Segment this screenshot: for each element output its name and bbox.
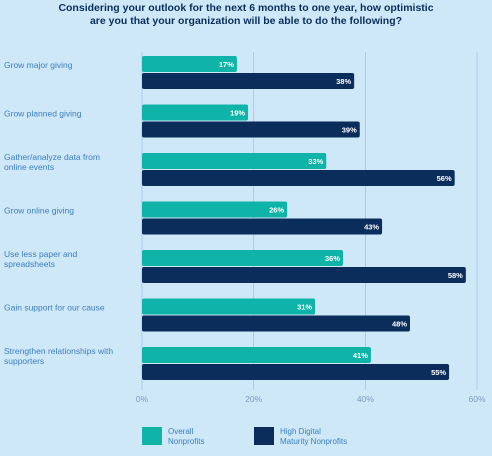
x-tick-label-0: 0% bbox=[136, 394, 149, 404]
legend-swatch-high bbox=[254, 427, 274, 445]
bar-high-2 bbox=[142, 170, 455, 186]
category-label-2-line1: Gather/analyze data from bbox=[4, 152, 100, 162]
legend-item-overall: Overall Nonprofits bbox=[142, 427, 278, 447]
bar-label-high-1: 39% bbox=[342, 125, 357, 134]
legend-label-overall: Overall Nonprofits bbox=[168, 427, 278, 447]
legend: Overall Nonprofits High Digital Maturity… bbox=[0, 427, 492, 453]
category-label-0: Grow major giving bbox=[4, 60, 73, 70]
bar-label-high-0: 38% bbox=[336, 77, 351, 86]
bar-overall-6 bbox=[142, 347, 371, 363]
legend-label-overall-line1: Overall bbox=[168, 427, 194, 436]
category-label-6-line2: supporters bbox=[4, 356, 44, 366]
x-tick-label-1: 20% bbox=[245, 394, 262, 404]
bar-overall-1 bbox=[142, 104, 249, 121]
category-label-1: Grow planned giving bbox=[4, 109, 82, 119]
bar-label-overall-1: 19% bbox=[230, 108, 245, 117]
legend-item-high: High Digital Maturity Nonprofits bbox=[254, 427, 390, 447]
bar-high-4 bbox=[142, 267, 466, 283]
chart-title: Considering your outlook for the next 6 … bbox=[0, 2, 492, 28]
legend-label-high-line2: Maturity Nonprofits bbox=[280, 437, 348, 446]
bar-label-overall-6: 41% bbox=[353, 351, 368, 360]
bar-chart: 0% 20% 40% 60% Grow major giving 17% 38% Grow p… bbox=[4, 52, 486, 404]
category-label-3: Grow online giving bbox=[4, 206, 74, 216]
category-label-4-line1: Use less paper and bbox=[4, 249, 78, 259]
category-label-2-line2: online events bbox=[4, 162, 54, 172]
bar-label-overall-5: 31% bbox=[297, 302, 312, 311]
bar-overall-5 bbox=[142, 298, 316, 315]
bar-label-high-6: 55% bbox=[431, 368, 446, 377]
bar-high-5 bbox=[142, 315, 410, 332]
bar-label-overall-3: 26% bbox=[269, 205, 284, 214]
chart-title-line2: are you that your organization will be a… bbox=[89, 15, 403, 27]
bar-label-overall-4: 36% bbox=[325, 254, 340, 263]
bar-label-overall-2: 33% bbox=[308, 157, 323, 166]
bar-high-3 bbox=[142, 218, 383, 235]
bar-overall-2 bbox=[142, 153, 327, 169]
legend-swatch-overall bbox=[142, 427, 162, 445]
bar-high-6 bbox=[142, 364, 450, 380]
legend-label-high-line1: High Digital bbox=[280, 427, 321, 436]
chart-title-line1: Considering your outlook for the next 6 … bbox=[58, 2, 434, 14]
bar-overall-4 bbox=[142, 250, 343, 266]
bar-label-high-4: 58% bbox=[448, 271, 463, 280]
bar-high-1 bbox=[142, 121, 360, 138]
category-label-5: Gain support for our cause bbox=[4, 303, 105, 313]
x-tick-label-3: 60% bbox=[468, 394, 485, 404]
legend-label-overall-line2: Nonprofits bbox=[168, 437, 205, 446]
bar-label-high-3: 43% bbox=[364, 222, 379, 231]
bar-label-high-5: 48% bbox=[392, 319, 407, 328]
x-tick-label-2: 40% bbox=[357, 394, 374, 404]
category-label-4-line2: spreadsheets bbox=[4, 259, 55, 269]
bar-overall-3 bbox=[142, 201, 288, 218]
bar-label-overall-0: 17% bbox=[219, 60, 234, 69]
bar-high-0 bbox=[142, 73, 355, 89]
legend-label-high: High Digital Maturity Nonprofits bbox=[280, 427, 390, 447]
bar-label-high-2: 56% bbox=[437, 174, 452, 183]
category-label-6-line1: Strengthen relationships with bbox=[4, 346, 113, 356]
bar-overall-0 bbox=[142, 56, 237, 72]
